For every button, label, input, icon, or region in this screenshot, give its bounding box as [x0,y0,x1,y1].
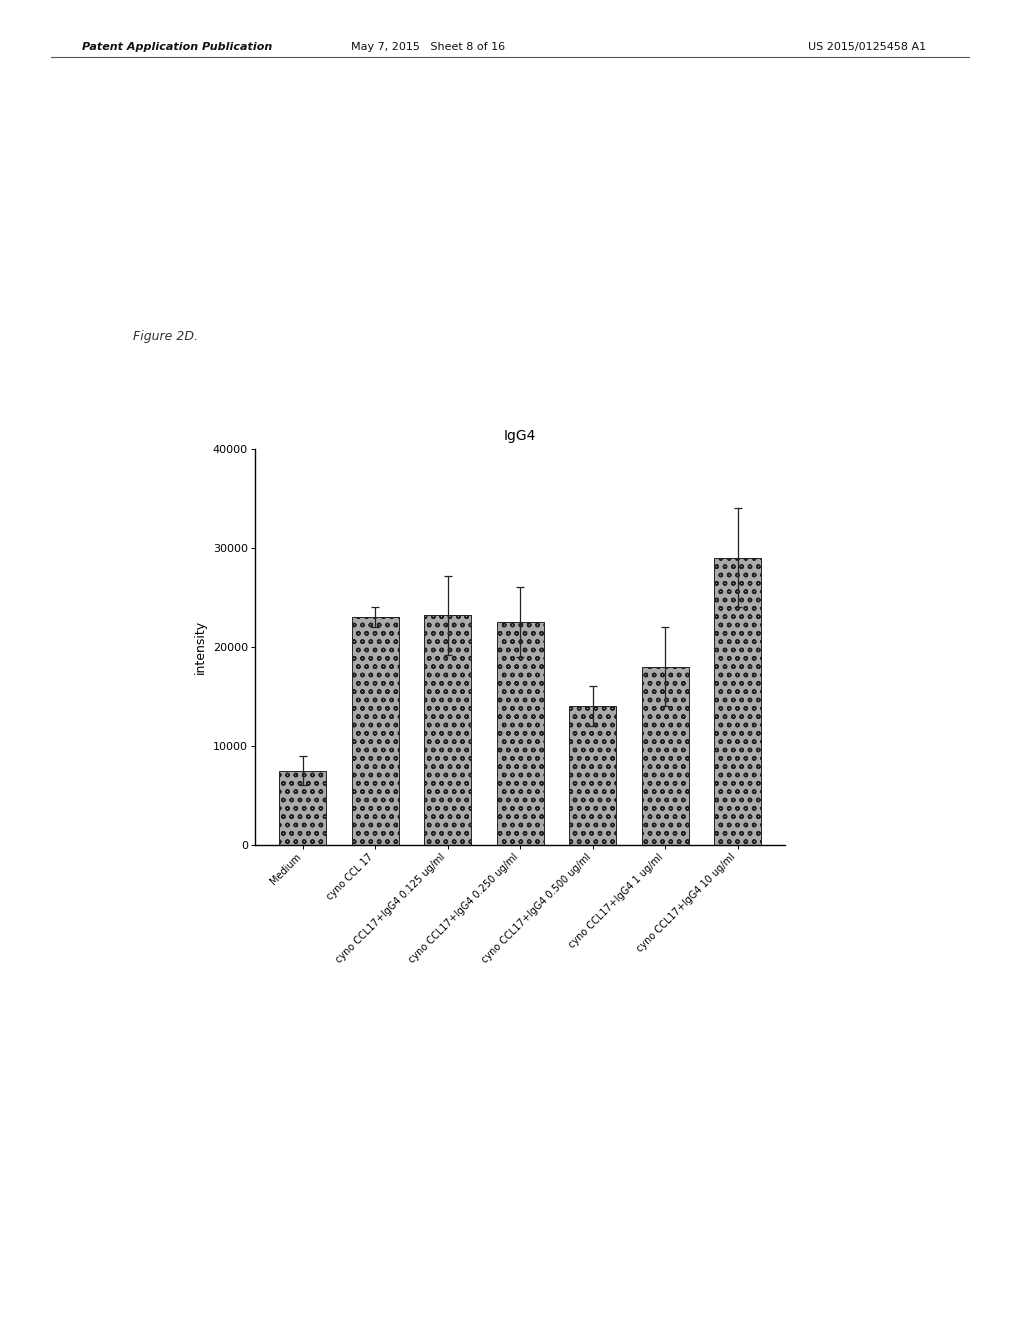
Text: US 2015/0125458 A1: US 2015/0125458 A1 [807,42,925,53]
Bar [713,557,760,845]
Text: May 7, 2015   Sheet 8 of 16: May 7, 2015 Sheet 8 of 16 [351,42,505,53]
Text: Figure 2D.: Figure 2D. [132,330,198,343]
Bar [352,618,398,845]
Text: Patent Application Publication: Patent Application Publication [82,42,272,53]
Title: IgG4: IgG4 [503,429,536,444]
Bar [641,667,688,845]
Bar [569,706,615,845]
Bar [279,771,326,845]
Bar [424,615,471,845]
Y-axis label: intensity: intensity [195,619,207,675]
Bar [496,622,543,845]
